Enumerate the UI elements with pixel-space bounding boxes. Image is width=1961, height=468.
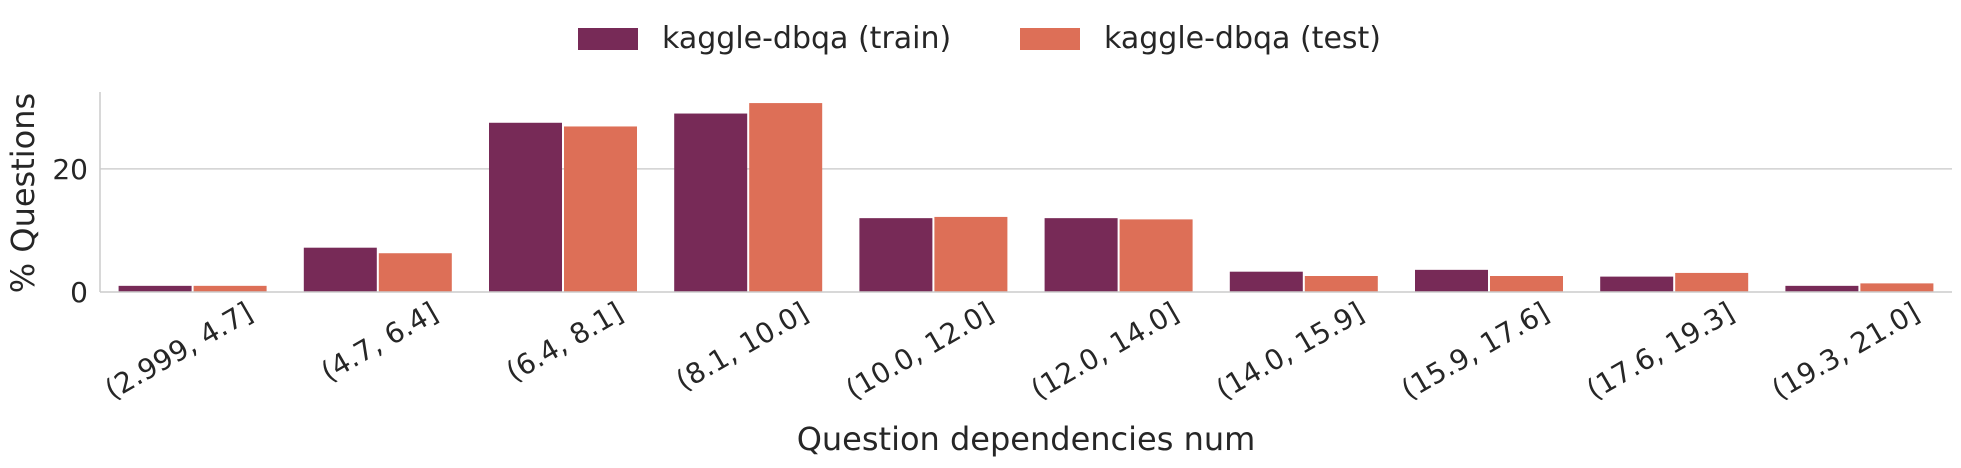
bar-test: [749, 103, 823, 292]
y-axis-title: % Questions: [4, 93, 42, 293]
x-tick-label: (6.4, 8.1]: [501, 295, 629, 388]
x-tick-label: (8.1, 10.0]: [670, 295, 813, 397]
bar-train: [303, 247, 377, 292]
bar-test: [1304, 276, 1378, 292]
bar-train: [1229, 271, 1303, 292]
bar-test: [564, 126, 637, 292]
bar-test: [1490, 276, 1563, 292]
y-tick-label: 0: [70, 276, 88, 309]
bar-train: [1600, 276, 1674, 292]
bar-train: [1785, 285, 1859, 292]
bar-test: [1860, 283, 1934, 292]
legend-swatch-train: [578, 28, 638, 50]
bar-train: [859, 218, 933, 292]
x-tick-labels: (2.999, 4.7] (4.7, 6.4] (6.4, 8.1] (8.1, 10…: [99, 295, 1925, 406]
x-tick-label: (2.999, 4.7]: [99, 295, 258, 406]
bar-train: [1415, 269, 1488, 292]
x-tick-label: (12.0, 14.0]: [1025, 295, 1184, 406]
bar-test: [1119, 219, 1193, 292]
legend: kaggle-dbqa (train) kaggle-dbqa (test): [578, 21, 1381, 56]
axes: [99, 92, 1952, 293]
legend-swatch-test: [1020, 28, 1080, 50]
x-tick-label: (14.0, 15.9]: [1210, 295, 1369, 406]
x-tick-label: (15.9, 17.6]: [1396, 295, 1555, 406]
bar-test: [934, 216, 1008, 292]
bar-train: [118, 285, 192, 292]
bar-train: [674, 113, 748, 293]
legend-label-train: kaggle-dbqa (train): [662, 21, 951, 56]
x-tick-label: (10.0, 12.0]: [840, 295, 999, 406]
x-tick-label: (17.6, 19.3]: [1581, 295, 1740, 406]
x-axis-title: Question dependencies num: [797, 420, 1256, 458]
bars: [118, 103, 1934, 293]
bar-train: [1044, 218, 1118, 292]
legend-label-test: kaggle-dbqa (test): [1104, 21, 1381, 56]
y-tick-label: 20: [52, 153, 88, 186]
bar-test: [193, 285, 267, 292]
bar-test: [378, 253, 452, 292]
x-tick-label: (4.7, 6.4]: [315, 295, 443, 388]
x-tick-label: (19.3, 21.0]: [1766, 295, 1925, 406]
bar-train: [489, 122, 562, 293]
bar-test: [1675, 272, 1749, 292]
y-tick-labels: 0 20: [52, 153, 88, 309]
